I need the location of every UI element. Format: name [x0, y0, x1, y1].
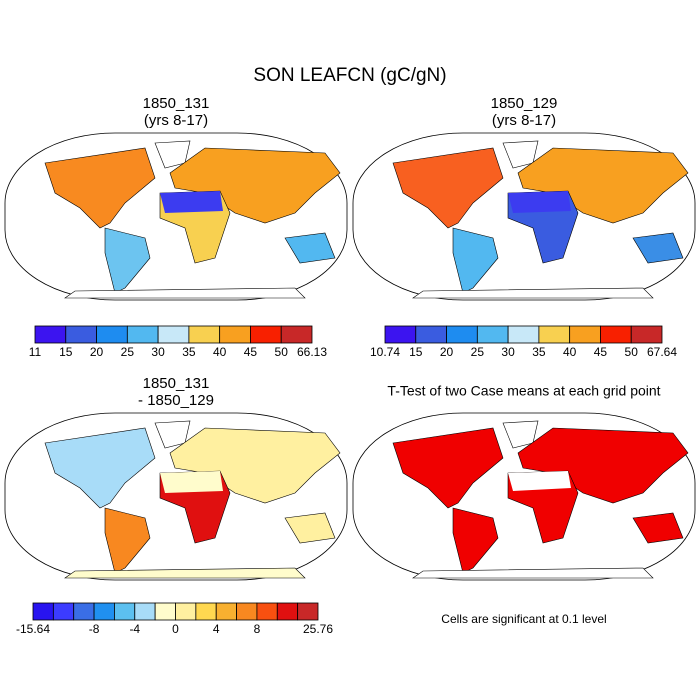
panel-title: 1850_131	[143, 95, 210, 112]
colorbar-box	[157, 325, 190, 344]
panel-subtitle: (yrs 8-17)	[492, 112, 556, 129]
panel-subtitle: - 1850_129	[138, 392, 214, 409]
colorbar-box	[52, 602, 75, 621]
colorbar-label: 20	[440, 345, 454, 359]
colorbar-label: 35	[532, 345, 546, 359]
note: Cells are significant at 0.1 level	[441, 612, 606, 626]
colorbar-label: 25	[471, 345, 485, 359]
colorbar-label: 66.13	[297, 345, 327, 359]
colorbar-box	[195, 602, 217, 621]
colorbar-box	[446, 325, 478, 344]
colorbar-box	[415, 325, 447, 344]
colorbar-box	[384, 325, 417, 344]
colorbar-box	[297, 602, 319, 621]
colorbar-label: 15	[409, 345, 423, 359]
panel-subtitle: (yrs 8-17)	[144, 112, 208, 129]
colorbar-box	[507, 325, 540, 344]
colorbar-box	[134, 602, 156, 621]
map	[4, 132, 348, 301]
colorbar-label: -8	[89, 622, 100, 636]
colorbar-box	[250, 325, 282, 344]
colorbar-box	[276, 602, 299, 621]
colorbar-label: 30	[151, 345, 165, 359]
colorbar-label: 30	[501, 345, 515, 359]
colorbar-label: 8	[254, 622, 261, 636]
colorbar-box	[219, 325, 251, 344]
colorbar-box	[476, 325, 509, 344]
colorbar-box	[630, 325, 663, 344]
colorbar-label: 4	[213, 622, 220, 636]
colorbar-label: 40	[213, 345, 227, 359]
colorbar-box	[34, 325, 67, 344]
colorbar-label: -15.64	[16, 622, 50, 636]
colorbar-box	[175, 602, 197, 621]
colorbar-box	[538, 325, 571, 344]
colorbar-label: 40	[563, 345, 577, 359]
figure-title: SON LEAFCN (gC/gN)	[253, 65, 446, 86]
colorbar-box	[65, 325, 97, 344]
colorbar-label: 50	[625, 345, 639, 359]
colorbar-label: 10.74	[370, 345, 400, 359]
colorbar-label: 11	[29, 345, 42, 359]
colorbar-box	[126, 325, 159, 344]
colorbar-label: 67.64	[647, 345, 677, 359]
colorbar-label: 35	[182, 345, 196, 359]
colorbar-box	[215, 602, 237, 621]
colorbar-label: 45	[244, 345, 258, 359]
colorbar-box	[600, 325, 632, 344]
panel-title: T-Test of two Case means at each grid po…	[387, 383, 660, 399]
colorbar-box	[32, 602, 54, 621]
colorbar-box	[154, 602, 176, 621]
colorbar-label: 25.76	[303, 622, 333, 636]
colorbar-box	[188, 325, 221, 344]
colorbar-box	[569, 325, 601, 344]
map	[352, 132, 696, 301]
colorbar-label: -4	[129, 622, 140, 636]
colorbar-box	[280, 325, 313, 344]
colorbar-label: 15	[59, 345, 73, 359]
colorbar-box	[93, 602, 115, 621]
colorbar-box	[96, 325, 128, 344]
colorbar-box	[236, 602, 258, 621]
colorbar-label: 45	[594, 345, 608, 359]
colorbar-label: 20	[90, 345, 104, 359]
map	[4, 412, 348, 581]
colorbar-label: 0	[172, 622, 179, 636]
colorbar-label: 25	[121, 345, 135, 359]
panel-title: 1850_129	[491, 95, 558, 112]
colorbar-label: 50	[275, 345, 289, 359]
map	[352, 412, 696, 581]
colorbar-box	[114, 602, 136, 621]
panel-title: 1850_131	[143, 375, 210, 392]
colorbar-box	[256, 602, 278, 621]
colorbar-box	[73, 602, 95, 621]
